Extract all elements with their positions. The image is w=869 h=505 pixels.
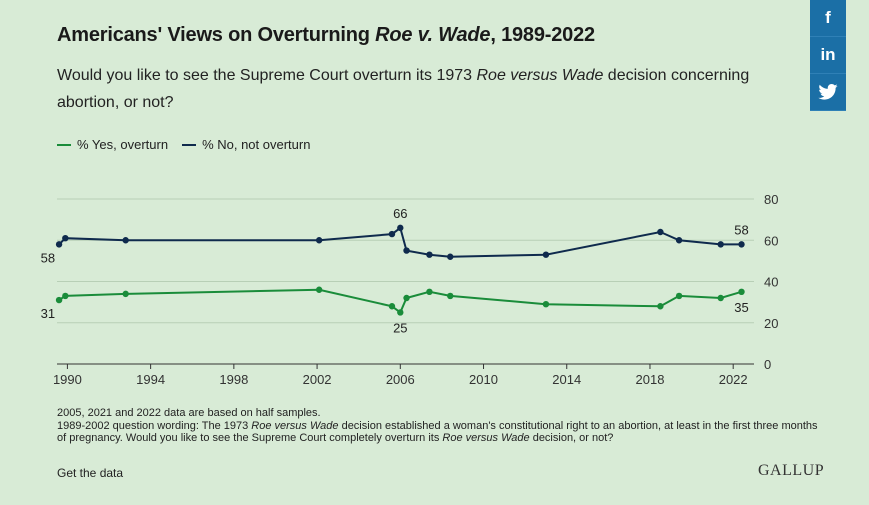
data-point-no bbox=[388, 230, 396, 238]
data-point-yes bbox=[315, 286, 323, 293]
x-tick-label: 2014 bbox=[552, 372, 581, 387]
legend: % Yes, overturn % No, not overturn bbox=[57, 137, 310, 152]
data-point-no bbox=[315, 237, 323, 244]
data-point-no bbox=[657, 228, 664, 236]
twitter-icon bbox=[818, 84, 838, 100]
data-label-yes: 31 bbox=[41, 306, 55, 321]
title-prefix: Americans' Views on Overturning bbox=[57, 24, 376, 46]
data-point-no bbox=[717, 241, 724, 248]
note-wording-italic: Roe versus Wade bbox=[251, 419, 339, 432]
x-tick-label: 1994 bbox=[136, 372, 165, 387]
legend-swatch-no bbox=[182, 143, 197, 146]
note-wording-italic-2: Roe versus Wade bbox=[442, 432, 530, 444]
note-question-wording: 1989-2002 question wording: The 1973 Roe… bbox=[57, 420, 827, 445]
data-point-yes bbox=[55, 296, 63, 304]
chart-subtitle: Would you like to see the Supreme Court … bbox=[57, 62, 777, 116]
x-tick-label: 2010 bbox=[469, 372, 498, 387]
data-point-yes bbox=[403, 294, 410, 302]
data-point-no bbox=[542, 251, 550, 258]
title-italic: Roe v. Wade bbox=[375, 24, 491, 46]
data-point-no bbox=[122, 237, 129, 244]
data-label-no: 58 bbox=[41, 250, 55, 265]
data-point-yes bbox=[657, 303, 664, 310]
data-point-yes bbox=[675, 292, 683, 300]
linkedin-share-button[interactable]: in bbox=[810, 37, 846, 74]
data-point-no bbox=[397, 224, 404, 232]
data-point-no bbox=[675, 237, 683, 244]
data-point-yes bbox=[542, 300, 550, 308]
chart-title: Americans' Views on Overturning Roe v. W… bbox=[57, 24, 595, 47]
y-tick-label: 60 bbox=[764, 233, 778, 248]
note-wording-prefix: 1989-2002 question wording: The 1973 bbox=[57, 419, 252, 432]
get-the-data-link[interactable]: Get the data bbox=[57, 466, 124, 480]
data-label-yes: 35 bbox=[734, 300, 748, 315]
title-suffix: , 1989-2022 bbox=[490, 24, 595, 46]
note-wording-mid: decision established a woman's constitut… bbox=[57, 419, 818, 445]
gallup-logo: GALLUP bbox=[758, 462, 825, 479]
x-tick-label: 2006 bbox=[386, 372, 415, 387]
data-point-yes bbox=[717, 294, 724, 302]
data-point-no bbox=[738, 241, 745, 248]
data-label-no: 58 bbox=[734, 222, 748, 237]
data-point-yes bbox=[397, 309, 404, 316]
y-tick-label: 40 bbox=[764, 275, 778, 290]
legend-item-no: % No, not overturn bbox=[182, 137, 310, 152]
legend-label-yes: % Yes, overturn bbox=[77, 137, 169, 152]
note-wording-suffix: decision, or not? bbox=[529, 432, 614, 444]
y-tick-label: 0 bbox=[764, 357, 771, 372]
data-point-yes bbox=[388, 303, 396, 310]
subtitle-suffix: decision concerning abortion, or not? bbox=[57, 67, 750, 111]
note-half-samples: 2005, 2021 and 2022 data are based on ha… bbox=[57, 407, 321, 419]
subtitle-prefix: Would you like to see the Supreme Court … bbox=[57, 67, 477, 84]
data-label-yes: 25 bbox=[393, 320, 407, 335]
subtitle-italic: Roe versus Wade bbox=[476, 67, 604, 84]
data-point-yes bbox=[738, 288, 745, 296]
y-tick-label: 80 bbox=[764, 192, 778, 207]
data-point-yes bbox=[447, 292, 454, 300]
y-tick-label: 20 bbox=[764, 316, 778, 331]
legend-item-yes: % Yes, overturn bbox=[57, 137, 168, 152]
data-point-no bbox=[62, 234, 69, 242]
twitter-share-button[interactable] bbox=[810, 74, 846, 111]
facebook-icon: f bbox=[825, 8, 831, 27]
data-point-no bbox=[447, 253, 454, 260]
social-share-bar: f in bbox=[810, 0, 846, 111]
data-label-no: 66 bbox=[393, 206, 407, 221]
x-tick-label: 1990 bbox=[53, 372, 82, 387]
data-point-no bbox=[403, 247, 410, 254]
x-tick-label: 1998 bbox=[219, 372, 248, 387]
series-line-yes bbox=[58, 288, 742, 314]
data-point-yes bbox=[426, 288, 433, 296]
x-tick-label: 2018 bbox=[636, 372, 665, 387]
legend-label-no: % No, not overturn bbox=[202, 137, 311, 152]
chart-notes: 2005, 2021 and 2022 data are based on ha… bbox=[57, 407, 827, 445]
x-tick-label: 2022 bbox=[719, 372, 748, 387]
x-tick-label: 2002 bbox=[303, 372, 332, 387]
data-point-no bbox=[55, 241, 63, 248]
data-point-yes bbox=[122, 290, 129, 298]
legend-swatch-yes bbox=[57, 143, 71, 146]
facebook-share-button[interactable]: f bbox=[810, 0, 846, 37]
linkedin-icon: in bbox=[820, 45, 836, 64]
data-point-yes bbox=[62, 292, 69, 300]
data-point-no bbox=[426, 251, 433, 258]
series-line-no bbox=[58, 226, 742, 258]
